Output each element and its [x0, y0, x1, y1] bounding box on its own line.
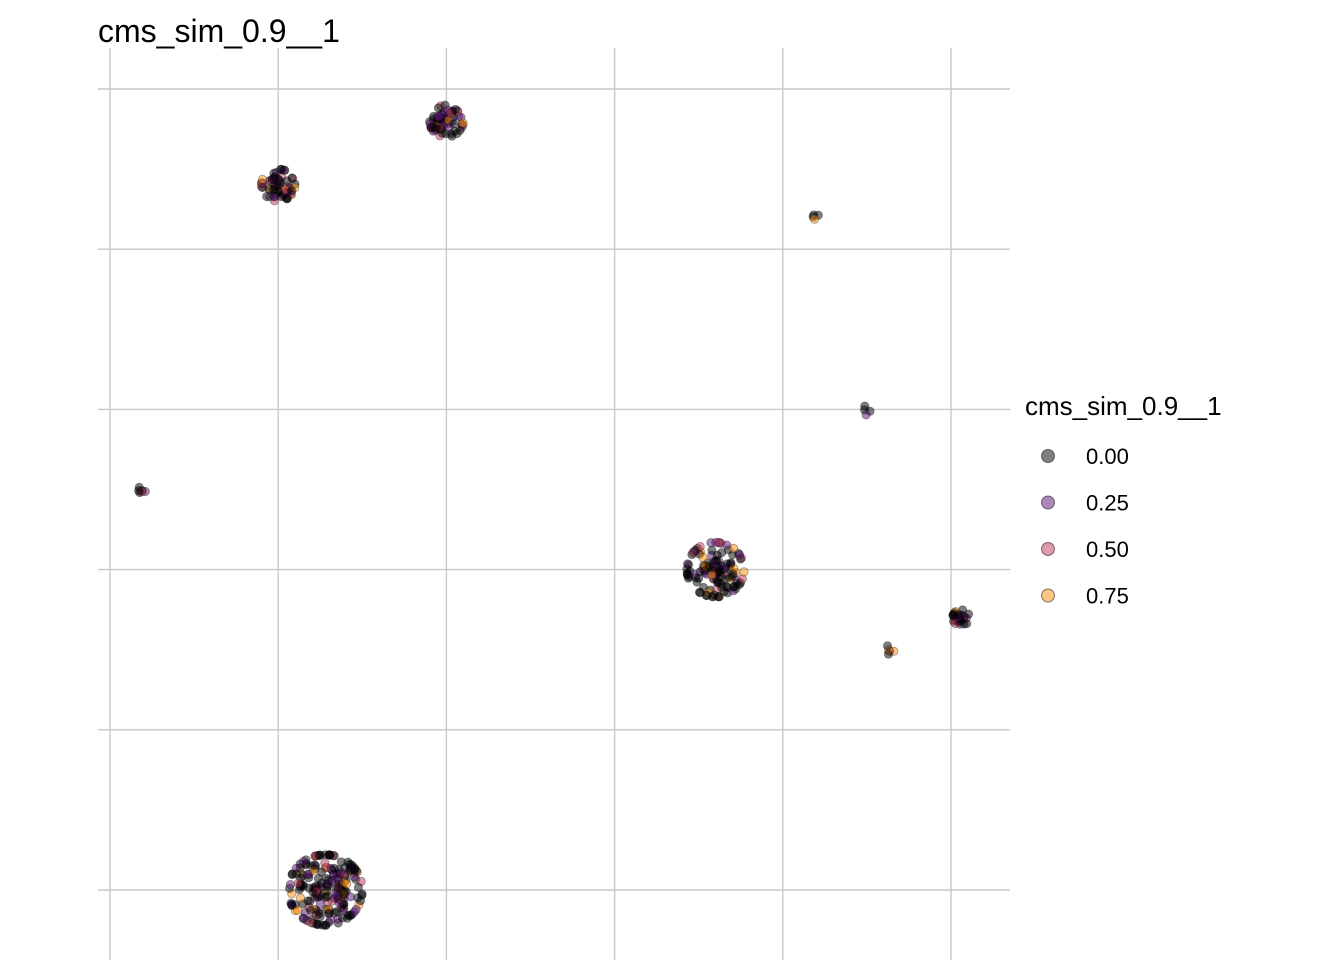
- data-point: [861, 410, 871, 420]
- data-point: [458, 118, 468, 128]
- data-point: [257, 174, 268, 184]
- data-point: [313, 873, 323, 884]
- legend-key: [1041, 588, 1055, 603]
- legend-item: 0.75: [1041, 584, 1129, 609]
- data-point: [325, 915, 336, 925]
- data-point: [298, 856, 308, 867]
- data-point: [344, 866, 354, 876]
- data-point: [286, 186, 297, 196]
- data-point: [299, 914, 309, 924]
- data-point: [682, 569, 693, 580]
- data-point: [287, 869, 297, 880]
- legend-label: 0.00: [1086, 444, 1129, 469]
- data-point: [883, 649, 894, 659]
- data-point: [726, 558, 736, 568]
- grid: [98, 48, 1010, 960]
- data-point: [702, 590, 712, 601]
- data-point: [353, 882, 363, 893]
- legend-items: 0.00 0.25 0.50 0.75: [1041, 444, 1129, 609]
- data-point: [714, 564, 724, 574]
- data-point: [285, 879, 295, 890]
- data-points: [134, 100, 974, 930]
- legend-item: 0.25: [1041, 491, 1129, 516]
- legend-key: [1041, 495, 1055, 510]
- data-point: [343, 910, 354, 921]
- chart-title: cms_sim_0.9__1: [98, 13, 340, 49]
- data-point: [336, 857, 346, 867]
- legend-label: 0.25: [1086, 491, 1129, 516]
- data-point: [269, 172, 279, 182]
- data-point: [305, 917, 315, 927]
- data-point: [277, 164, 287, 175]
- data-point: [305, 905, 316, 915]
- legend-title: cms_sim_0.9__1: [1025, 391, 1222, 421]
- data-point: [322, 886, 332, 896]
- data-point: [134, 485, 144, 496]
- data-point: [293, 905, 303, 915]
- data-point: [324, 850, 335, 860]
- legend-item: 0.50: [1041, 537, 1129, 562]
- legend-label: 0.50: [1086, 537, 1129, 562]
- data-point: [739, 567, 749, 577]
- legend-label: 0.75: [1086, 584, 1129, 609]
- legend-key: [1041, 542, 1055, 556]
- data-point: [313, 907, 323, 917]
- data-point: [694, 573, 704, 583]
- data-point: [721, 581, 731, 592]
- data-point: [287, 900, 297, 911]
- data-point: [303, 869, 313, 880]
- data-point: [450, 104, 460, 115]
- data-point: [303, 896, 313, 906]
- data-point: [728, 543, 739, 554]
- data-point: [329, 863, 339, 874]
- data-point: [428, 122, 438, 132]
- data-point: [293, 878, 303, 888]
- data-point: [315, 850, 325, 860]
- data-point: [315, 899, 325, 909]
- data-point: [434, 112, 444, 122]
- data-point: [310, 860, 320, 870]
- data-point: [882, 641, 893, 651]
- data-point: [433, 103, 443, 113]
- data-point: [704, 561, 715, 571]
- data-point: [707, 545, 717, 555]
- data-point: [711, 556, 721, 566]
- data-point: [320, 858, 330, 868]
- data-point: [734, 550, 745, 560]
- legend-item: 0.00: [1041, 444, 1129, 469]
- legend-key: [1041, 449, 1055, 463]
- data-point: [963, 609, 974, 619]
- data-point: [341, 879, 352, 889]
- data-point: [444, 122, 454, 132]
- data-point: [287, 173, 297, 183]
- data-point: [727, 571, 738, 581]
- data-point: [809, 214, 820, 224]
- data-point: [308, 887, 318, 898]
- data-point: [282, 194, 292, 204]
- data-point: [698, 553, 708, 563]
- data-point: [436, 124, 446, 134]
- data-point: [269, 185, 279, 195]
- data-point: [331, 891, 342, 901]
- data-point: [334, 883, 344, 893]
- data-point: [345, 892, 356, 902]
- data-point: [333, 874, 343, 884]
- data-point: [959, 619, 969, 629]
- data-point: [722, 540, 732, 550]
- data-point: [683, 560, 694, 570]
- data-point: [948, 610, 958, 621]
- data-point: [729, 582, 739, 592]
- data-point: [295, 893, 306, 903]
- legend: cms_sim_0.9__1 0.00 0.25 0.50 0.75: [1025, 391, 1222, 609]
- data-point: [714, 537, 724, 548]
- data-point: [262, 191, 272, 202]
- data-point: [332, 906, 342, 917]
- data-point: [689, 547, 699, 557]
